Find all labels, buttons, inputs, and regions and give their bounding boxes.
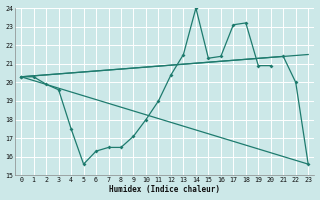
X-axis label: Humidex (Indice chaleur): Humidex (Indice chaleur) (109, 185, 220, 194)
